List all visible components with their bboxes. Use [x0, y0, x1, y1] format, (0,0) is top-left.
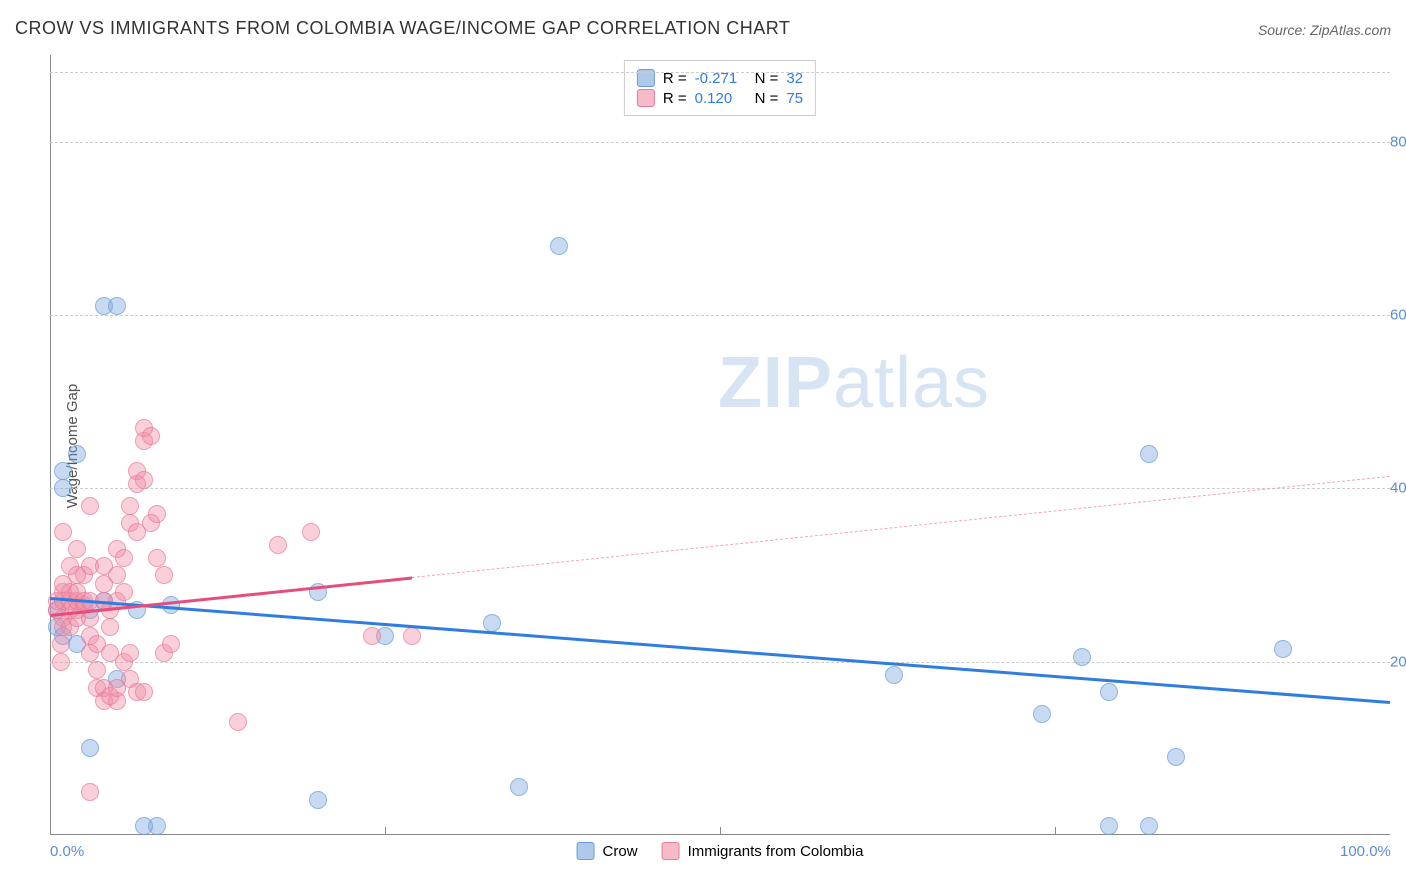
grid-line — [50, 488, 1390, 489]
data-point — [108, 566, 126, 584]
scatter-plot: ZIPatlas R =-0.271N =32R =0.120N =75 Cro… — [50, 55, 1390, 835]
legend-row: R = 0.120 N = 75 — [637, 89, 803, 107]
data-point — [68, 445, 86, 463]
n-label: N = — [755, 90, 779, 107]
data-point — [121, 644, 139, 662]
grid-line — [50, 315, 1390, 316]
legend-item: Immigrants from Colombia — [662, 842, 864, 860]
watermark: ZIPatlas — [718, 342, 990, 424]
data-point — [550, 237, 568, 255]
data-point — [81, 739, 99, 757]
data-point — [52, 653, 70, 671]
data-point — [115, 549, 133, 567]
data-point — [309, 791, 327, 809]
data-point — [148, 505, 166, 523]
correlation-legend: R =-0.271N =32R =0.120N =75 — [624, 60, 816, 116]
data-point — [54, 479, 72, 497]
data-point — [81, 783, 99, 801]
data-point — [135, 683, 153, 701]
series-legend: Crow Immigrants from Colombia — [577, 842, 864, 860]
data-point — [162, 635, 180, 653]
data-point — [363, 627, 381, 645]
x-tick — [1055, 827, 1056, 835]
y-axis-line — [50, 55, 51, 835]
data-point — [135, 817, 153, 835]
r-value: 0.120 — [695, 90, 747, 107]
data-point — [1100, 683, 1118, 701]
legend-item: Crow — [577, 842, 638, 860]
data-point — [269, 536, 287, 554]
data-point — [88, 661, 106, 679]
grid-line — [50, 662, 1390, 663]
x-tick-label: 0.0% — [50, 843, 84, 860]
n-value: 75 — [786, 90, 803, 107]
data-point — [135, 471, 153, 489]
chart-title: CROW VS IMMIGRANTS FROM COLOMBIA WAGE/IN… — [15, 18, 790, 39]
data-point — [54, 575, 72, 593]
legend-label: Crow — [603, 843, 638, 860]
data-point — [1140, 445, 1158, 463]
data-point — [142, 427, 160, 445]
data-point — [1167, 748, 1185, 766]
x-tick — [385, 827, 386, 835]
data-point — [1140, 817, 1158, 835]
legend-swatch — [637, 89, 655, 107]
y-tick-label: 80.0% — [1390, 133, 1406, 150]
data-point — [121, 497, 139, 515]
data-point — [52, 635, 70, 653]
x-tick-label: 100.0% — [1340, 843, 1391, 860]
data-point — [81, 497, 99, 515]
legend-label: Immigrants from Colombia — [688, 843, 864, 860]
trend-line — [412, 475, 1390, 577]
data-point — [108, 679, 126, 697]
data-point — [108, 297, 126, 315]
y-tick-label: 20.0% — [1390, 653, 1406, 670]
r-label: R = — [663, 90, 687, 107]
x-tick — [720, 827, 721, 835]
y-tick-label: 60.0% — [1390, 307, 1406, 324]
data-point — [1033, 705, 1051, 723]
data-point — [1073, 648, 1091, 666]
data-point — [302, 523, 320, 541]
data-point — [1274, 640, 1292, 658]
data-point — [148, 549, 166, 567]
data-point — [229, 713, 247, 731]
data-point — [54, 523, 72, 541]
data-point — [510, 778, 528, 796]
trend-line — [50, 597, 1390, 703]
data-point — [155, 566, 173, 584]
chart-source: Source: ZipAtlas.com — [1258, 22, 1391, 38]
legend-swatch — [577, 842, 595, 860]
grid-line — [50, 72, 1390, 73]
data-point — [68, 540, 86, 558]
data-point — [115, 583, 133, 601]
data-point — [885, 666, 903, 684]
data-point — [54, 462, 72, 480]
legend-swatch — [662, 842, 680, 860]
data-point — [483, 614, 501, 632]
data-point — [403, 627, 421, 645]
grid-line — [50, 142, 1390, 143]
y-tick-label: 40.0% — [1390, 480, 1406, 497]
data-point — [101, 618, 119, 636]
data-point — [1100, 817, 1118, 835]
data-point — [61, 557, 79, 575]
